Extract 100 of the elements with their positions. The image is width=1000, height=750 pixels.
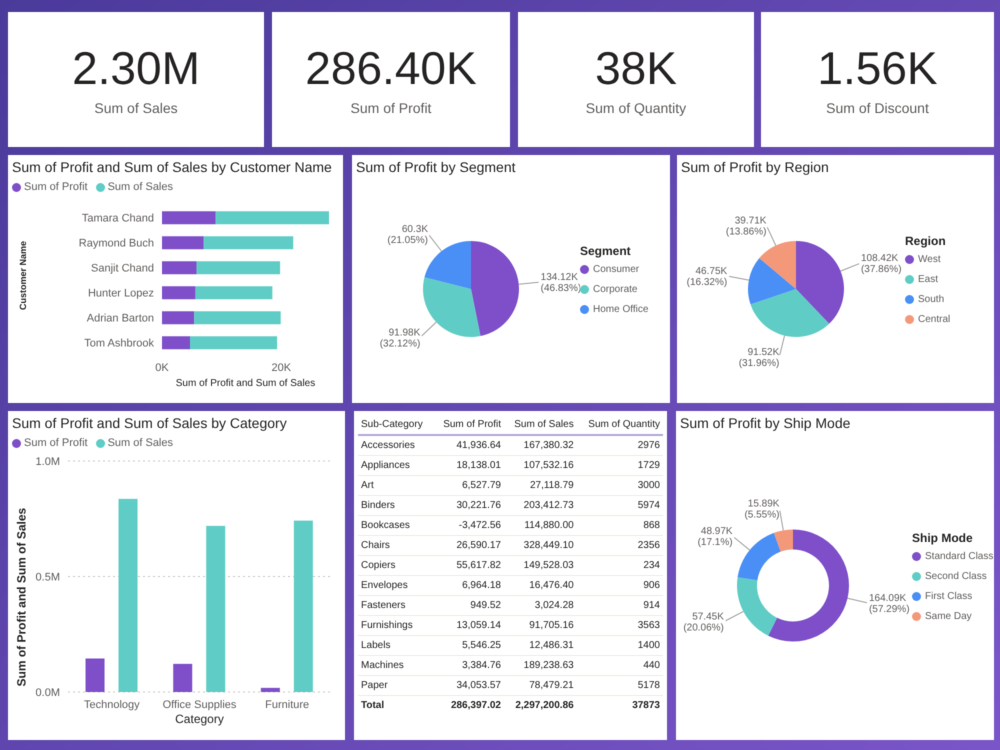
category-label: Bookcases (360, 519, 411, 533)
x-tick-label: 20K (271, 362, 292, 374)
category-label: Envelopes (360, 579, 409, 593)
pie-slice (748, 258, 796, 304)
legend-label: Corporate (592, 284, 638, 295)
data-label: 108.42K (37.86%) (860, 252, 902, 275)
data-label: 41,936.64 (456, 439, 502, 453)
data-label: 906 (642, 579, 661, 593)
data-label: 46.75K (16.32%) (686, 266, 728, 288)
donut-slice (774, 530, 793, 552)
pie-slice (750, 289, 830, 337)
data-label: 914 (642, 599, 661, 613)
data-label: 1400 (636, 639, 661, 653)
data-label: -3,472.56 (458, 519, 502, 533)
text: 286.40K (305, 42, 477, 94)
chart-title: Sum of Profit and Sum of Sales by Customer Name (11, 158, 333, 175)
legend-label: South (917, 294, 946, 305)
data-label: 149,528.03 (522, 559, 575, 573)
y-tick-label: Sanjit Chand (91, 262, 154, 274)
data-label: 949.52 (469, 599, 502, 613)
data-label: 5,546.25 (461, 639, 502, 653)
category-label: Machines (360, 659, 405, 673)
legend-label: Central (917, 314, 950, 325)
legend-label: Same Day (924, 610, 973, 622)
legend-label: Standard Class (924, 550, 994, 562)
chart-title: Sum of Profit by Ship Mode (679, 414, 852, 431)
bar (206, 526, 226, 692)
category-label: Accessories (360, 439, 416, 453)
x-axis-title: Sum of Profit and Sum of Sales (176, 378, 316, 389)
data-label: 48.97K (17.1%) (698, 526, 733, 548)
bar (162, 336, 190, 350)
text: Sum of Profit (350, 100, 432, 116)
legend-label: First Class (924, 590, 974, 602)
pie-slice (759, 241, 796, 289)
data-label: 34,053.57 (456, 679, 502, 693)
pie-slice (423, 277, 480, 337)
data-label: 2976 (636, 439, 661, 453)
category-label: Labels (360, 639, 392, 653)
text: 286,397.02 (450, 700, 501, 711)
pie-slice (471, 241, 519, 336)
bar (204, 236, 294, 250)
y-tick-label: Hunter Lopez (88, 287, 154, 300)
legend-label: Sum of Sales (106, 437, 173, 449)
data-label: 167,380.32 (522, 439, 575, 453)
data-label: 91,705.16 (528, 619, 575, 633)
category-label: Binders (360, 499, 396, 513)
text: Sum of Discount (826, 100, 929, 116)
category-label: Chairs (360, 539, 391, 553)
data-label: 27,118.79 (528, 479, 575, 493)
category-label: Fasteners (360, 599, 406, 613)
y-tick-label: Tamara Chand (82, 212, 154, 224)
bar (162, 261, 197, 274)
text: 2,297,200.86 (515, 700, 574, 711)
y-axis-title: Sum of Profit and Sum of Sales (14, 507, 28, 686)
x-axis-title: Category (175, 712, 224, 726)
bar (173, 664, 192, 692)
bar (162, 236, 204, 250)
chart-title: Sum of Profit by Region (680, 158, 830, 175)
legend-label: Second Class (924, 570, 988, 582)
data-label: 30,221.76 (456, 499, 502, 513)
data-label: 91.98K (32.12%) (380, 327, 421, 350)
bar (86, 658, 105, 692)
bar (162, 211, 216, 224)
bar (118, 498, 138, 692)
chart-title: Sum of Profit and Sum of Sales by Category (11, 414, 288, 431)
data-label: 18,138.01 (456, 459, 502, 473)
legend-label: Sum of Sales (106, 181, 173, 193)
donut-slice (737, 577, 778, 636)
category-label: Appliances (360, 459, 411, 473)
donut-slice (768, 530, 849, 642)
data-label: 2356 (636, 539, 661, 553)
data-label: 78,479.21 (528, 679, 575, 693)
text: 37873 (632, 700, 660, 711)
legend-label: Consumer (592, 264, 640, 275)
data-label: 3,384.76 (461, 659, 502, 673)
data-label: 13,059.14 (456, 619, 502, 633)
data-label: 55,617.82 (456, 559, 502, 573)
y-tick-label: 0.5M (36, 571, 60, 584)
text: 38K (595, 42, 677, 94)
y-tick-label: Tom Ashbrook (84, 337, 154, 350)
data-label: 114,880.00 (523, 519, 575, 533)
data-label: 16,476.40 (528, 579, 575, 593)
data-label: 57.45K (20.06%) (683, 612, 724, 634)
legend-title: Segment (580, 244, 632, 258)
bar (216, 211, 329, 224)
text: Total (360, 699, 386, 713)
bar (162, 311, 194, 324)
x-tick-label: Furniture (265, 698, 310, 711)
data-label: 39.71K (13.86%) (726, 216, 767, 238)
legend-title: Region (905, 234, 947, 248)
data-label: 164.09K (57.29%) (868, 593, 910, 616)
data-label: 15.89K (5.55%) (744, 498, 780, 521)
category-label: Paper (360, 679, 389, 693)
y-axis-title: Customer Name (18, 240, 28, 310)
data-label: 91.52K (31.96%) (738, 346, 780, 369)
data-label: 1729 (636, 459, 661, 473)
chart-title: Sum of Profit by Segment (355, 158, 517, 175)
text: Sub-Category (360, 418, 424, 432)
bar (162, 286, 196, 300)
bar (190, 336, 278, 350)
